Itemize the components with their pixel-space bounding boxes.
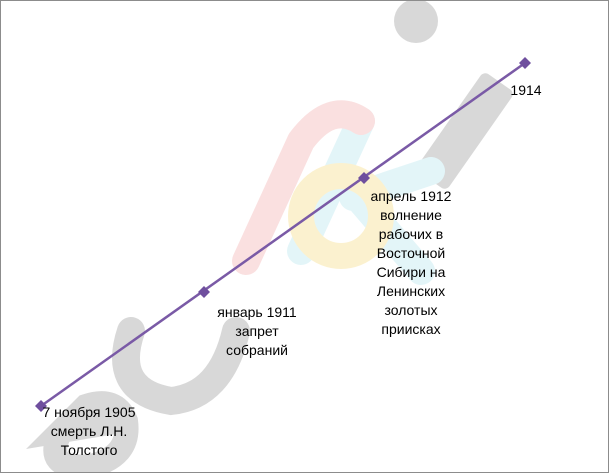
timeline-marker-1914 [519,57,531,69]
watermark-u [112,317,250,416]
timeline-marker-1912 [358,172,370,184]
watermark-o [288,163,394,269]
timeline-marker-1911 [198,286,210,298]
watermark-i [417,73,513,189]
event-label-1905: 7 ноября 1905 смерть Л.Н. Толстого [42,404,136,458]
timeline-line [40,61,526,408]
timeline-marker-1905 [35,400,47,412]
watermark-e [26,391,139,472]
event-label-1912: апрель 1912 волнение рабочих в Восточной… [370,188,452,337]
watermark-r [232,100,375,275]
watermark-i-dot [394,1,438,43]
event-label-1914: 1914 [510,82,542,98]
event-label-1911: январь 1911 запрет собраний [217,304,297,358]
